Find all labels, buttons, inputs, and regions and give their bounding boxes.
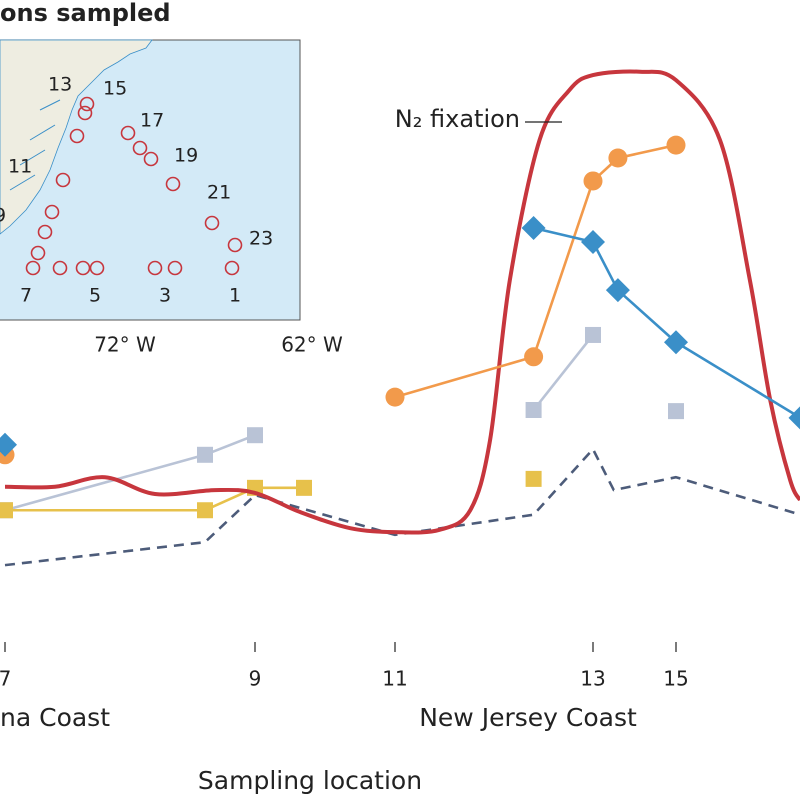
station-label: 1: [229, 285, 241, 307]
inset-map: ons sampled 13 15 17 19 21 23 11 9 7 5 3…: [0, 0, 343, 357]
station-circles: [25, 96, 243, 276]
marker: [666, 135, 686, 155]
series-line: [4, 447, 800, 567]
station-label: 19: [174, 145, 198, 167]
x-tick-label: 7: [0, 667, 11, 691]
series-line: [532, 334, 595, 411]
x-tick-label: 9: [249, 667, 262, 691]
marker: [585, 326, 601, 343]
station-label: 9: [0, 205, 6, 227]
marker: [605, 278, 630, 303]
station-label: 13: [48, 74, 72, 96]
station-label: 23: [249, 228, 273, 250]
marker: [197, 446, 213, 463]
station-label: 5: [89, 285, 101, 307]
station-label: 15: [103, 78, 127, 100]
marker: [583, 171, 603, 191]
longitude-label: 62° W: [281, 333, 343, 357]
marker: [197, 502, 213, 519]
station-label: 7: [20, 285, 32, 307]
marker: [525, 470, 542, 487]
series-line: [5, 486, 304, 512]
marker: [524, 347, 544, 367]
marker: [521, 216, 546, 240]
x-axis-title: Sampling location: [198, 766, 422, 795]
marker: [608, 148, 628, 168]
marker: [581, 230, 605, 254]
station-label: 17: [140, 110, 164, 132]
marker: [0, 432, 17, 457]
series-line: [533, 226, 800, 419]
marker: [385, 387, 405, 407]
marker: [0, 502, 13, 519]
station-label: 11: [8, 156, 32, 178]
region-label: New Jersey Coast: [419, 703, 637, 732]
x-tick-label: 11: [382, 667, 407, 691]
station-label: 21: [207, 182, 231, 204]
station-label: 3: [159, 285, 171, 307]
marker: [296, 479, 312, 496]
marker: [668, 403, 684, 420]
annotation: N₂ fixation: [395, 105, 520, 133]
station-labels: 13 15 17 19 21 23 11 9 7 5 3 1: [0, 74, 273, 307]
land: [0, 39, 153, 235]
x-tick-label: 15: [663, 667, 688, 691]
rivers: [9, 99, 61, 191]
series-line: [4, 433, 256, 512]
longitude-label: 72° W: [94, 333, 156, 357]
series-line: [4, 69, 800, 535]
marker: [664, 330, 688, 355]
marker: [525, 402, 542, 418]
inset-title: ons sampled: [0, 0, 171, 27]
marker: [788, 406, 800, 430]
marker: [247, 427, 263, 444]
x-tick-label: 13: [580, 667, 605, 691]
region-label: na Coast: [0, 703, 110, 732]
